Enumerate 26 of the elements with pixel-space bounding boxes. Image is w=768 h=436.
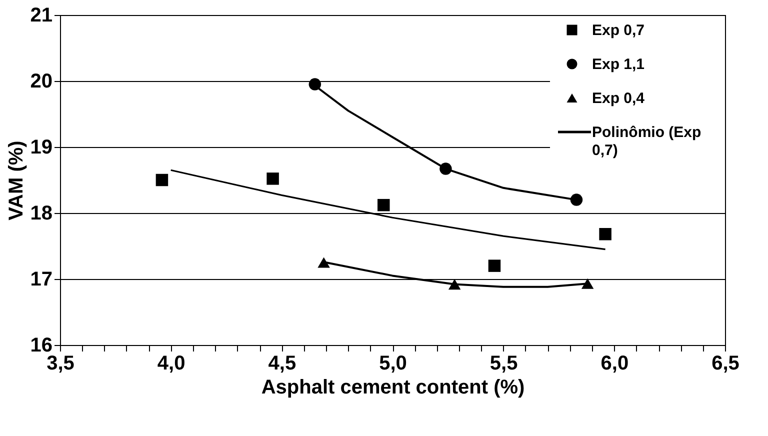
legend-label: Exp 0,4 [592,90,646,107]
x-axis-title: Asphalt cement content (%) [261,376,525,398]
legend-label: Polinômio (Exp 0,7) [592,124,702,159]
point [581,278,594,289]
y-tick-label: 17 [30,268,52,290]
x-tick-label: 4,5 [268,352,296,374]
point [378,198,390,212]
legend-label: Exp 1,1 [592,56,645,73]
y-axis-title: VAM (%) [5,140,28,220]
x-tick-label: 5,0 [379,352,407,374]
point [156,174,168,186]
x-tick-label: 4,0 [157,352,186,374]
y-tick-label: 18 [30,202,52,224]
legend-label: Exp 0,7 [592,22,645,39]
x-tick-label: 5,5 [490,352,518,374]
point [599,228,612,240]
y-tick-label: 20 [30,70,52,92]
y-tick-label: 19 [30,136,52,158]
point [266,172,279,185]
x-tick-label: 6,5 [712,352,740,374]
point [308,78,322,90]
point [318,257,330,268]
x-tick-label: 6,0 [600,352,629,374]
point [488,260,501,272]
point [570,194,583,206]
y-tick-label: 21 [30,4,52,26]
